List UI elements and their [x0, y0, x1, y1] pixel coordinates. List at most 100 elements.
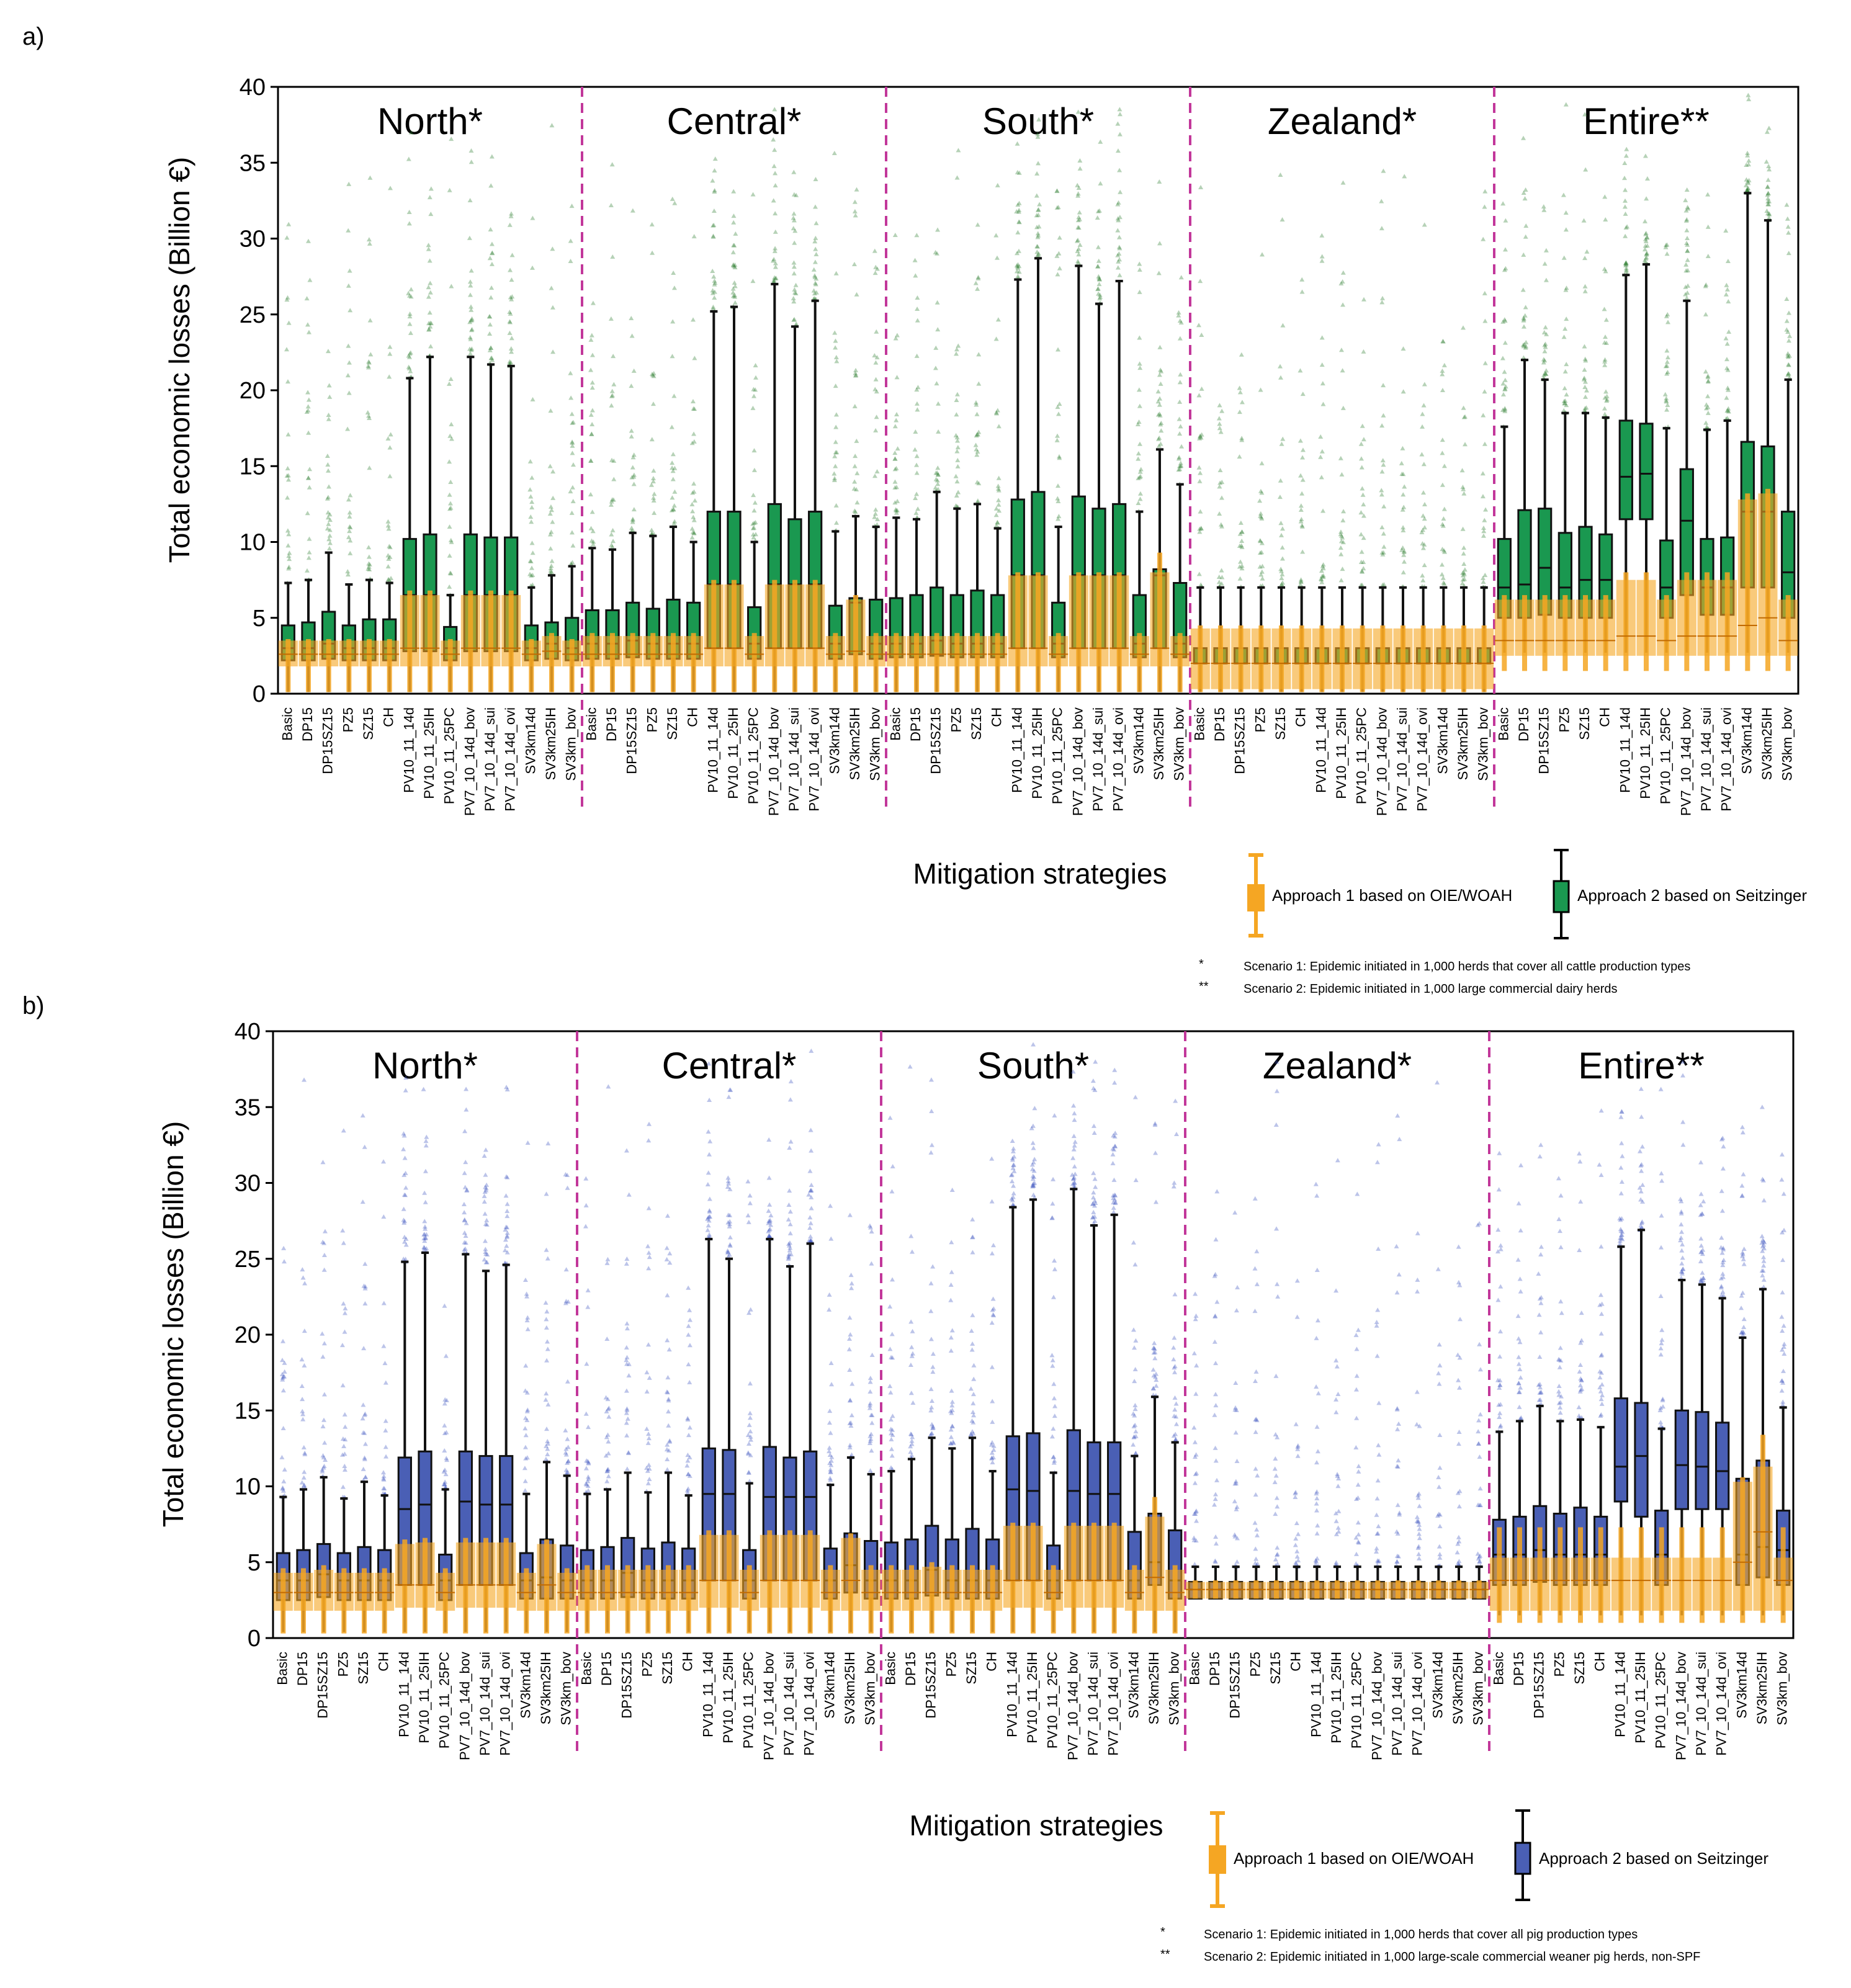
- outlier-point: [527, 459, 533, 463]
- outlier-point: [570, 543, 576, 548]
- box-approach2: [1634, 1402, 1649, 1518]
- outlier-point: [867, 1405, 872, 1410]
- box-approach1: [1312, 628, 1332, 689]
- outlier-point: [545, 1438, 550, 1443]
- outlier-point: [691, 406, 696, 411]
- outlier-point: [1294, 1554, 1300, 1559]
- outlier-point: [1197, 436, 1203, 441]
- outlier-point: [712, 280, 718, 285]
- outlier-point: [406, 290, 411, 295]
- legend-label-approach2-b: Approach 2 based on Seitzinger: [1539, 1849, 1768, 1868]
- outlier-point: [583, 1224, 588, 1229]
- outlier-point: [570, 560, 575, 565]
- outlier-point: [325, 510, 331, 515]
- outlier-point: [933, 345, 939, 350]
- outlier-point: [380, 1470, 386, 1475]
- outlier-point: [340, 1228, 346, 1233]
- outlier-point: [387, 445, 393, 450]
- outlier-point: [1294, 1278, 1300, 1283]
- outlier-point: [1598, 1389, 1603, 1394]
- outlier-point: [442, 1482, 447, 1487]
- outlier-point: [691, 517, 697, 522]
- outlier-point: [1779, 1314, 1785, 1319]
- outlier-point: [1765, 190, 1771, 195]
- outlier-point: [1602, 340, 1607, 345]
- outlier-point: [1619, 1140, 1625, 1145]
- outlier-point: [993, 513, 999, 517]
- outlier-point: [1015, 262, 1021, 267]
- outlier-point: [1098, 181, 1103, 186]
- outlier-point: [428, 344, 434, 349]
- outlier-point: [975, 275, 981, 280]
- outlier-point: [1518, 1228, 1523, 1233]
- outlier-point: [745, 1451, 751, 1456]
- outlier-point: [508, 360, 514, 365]
- box-approach1: [1535, 599, 1555, 656]
- outlier-point: [1685, 248, 1690, 253]
- outlier-point: [1745, 187, 1750, 192]
- outlier-point: [448, 505, 454, 510]
- x-tick-label: SV3km_bov: [558, 1652, 574, 1726]
- outlier-point: [1723, 292, 1729, 297]
- outlier-point: [710, 288, 715, 293]
- outlier-point: [483, 1147, 488, 1152]
- outlier-point: [751, 535, 756, 540]
- outlier-point: [1112, 1144, 1118, 1148]
- outlier-point: [1456, 1534, 1461, 1539]
- outlier-point: [766, 1234, 772, 1238]
- outlier-point: [468, 159, 474, 164]
- x-tick-label: SV3km25IH: [1151, 707, 1167, 780]
- outlier-point: [1036, 161, 1041, 166]
- outlier-point: [772, 107, 778, 112]
- outlier-point: [446, 381, 452, 386]
- outlier-point: [624, 1388, 629, 1393]
- outlier-point: [1239, 529, 1245, 534]
- outlier-point: [1442, 549, 1448, 554]
- outlier-point: [1095, 215, 1100, 220]
- outlier-point: [367, 566, 372, 571]
- outlier-point: [1664, 348, 1670, 353]
- outlier-point: [1239, 436, 1245, 441]
- outlier-point: [1543, 325, 1548, 329]
- outlier-point: [1052, 1458, 1057, 1463]
- outlier-point: [462, 1240, 467, 1245]
- footnotes-a: * Scenario 1: Epidemic initiated in 1,00…: [1199, 957, 1690, 996]
- outlier-point: [867, 1438, 873, 1443]
- outlier-point: [421, 1235, 427, 1240]
- outlier-point: [1440, 437, 1445, 442]
- outlier-point: [1543, 341, 1548, 346]
- outlier-point: [1213, 1361, 1219, 1366]
- outlier-point: [1314, 1335, 1319, 1340]
- box-approach1: [623, 636, 643, 666]
- outlier-point: [794, 321, 799, 326]
- outlier-point: [363, 1441, 369, 1446]
- outlier-point: [1703, 420, 1709, 425]
- outlier-point: [873, 507, 879, 512]
- outlier-point: [1515, 1257, 1521, 1262]
- outlier-point: [689, 501, 695, 506]
- outlier-point: [1131, 1411, 1136, 1416]
- outlier-point: [1011, 1183, 1016, 1188]
- outlier-point: [1076, 185, 1082, 190]
- outlier-point: [489, 241, 495, 246]
- outlier-point: [1338, 455, 1343, 460]
- outlier-point: [1155, 412, 1161, 417]
- outlier-point: [1075, 248, 1080, 253]
- outlier-point: [1173, 1438, 1178, 1443]
- outlier-point: [1542, 343, 1548, 347]
- outlier-point: [286, 320, 292, 325]
- outlier-point: [948, 1427, 954, 1432]
- outlier-point: [1036, 207, 1041, 212]
- outlier-point: [971, 1413, 977, 1418]
- outlier-point: [545, 1451, 550, 1456]
- outlier-point: [652, 491, 657, 496]
- outlier-point: [827, 1452, 833, 1457]
- box-approach1: [420, 595, 440, 666]
- outlier-point: [301, 1444, 307, 1449]
- outlier-point: [725, 1250, 731, 1255]
- outlier-point: [589, 538, 594, 543]
- outlier-point: [570, 462, 576, 467]
- outlier-point: [649, 531, 655, 535]
- box-approach1: [643, 636, 663, 666]
- outlier-point: [1785, 372, 1791, 377]
